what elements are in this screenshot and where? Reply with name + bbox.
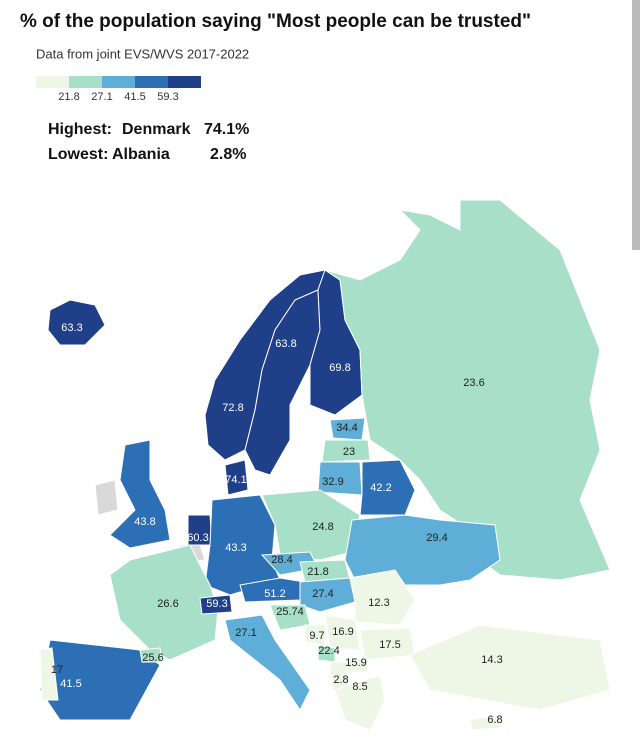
region [334,674,386,731]
region [224,614,311,711]
value-label: 25.6 [142,652,163,664]
value-label: 27.1 [235,627,256,639]
value-label: 14.3 [481,654,502,666]
region [39,647,59,701]
highlight-label: Highest: [48,121,112,138]
region [261,489,361,561]
region [344,514,501,586]
region [109,439,171,549]
region [139,647,163,663]
value-label: 29.4 [426,532,447,544]
legend: 21.8 27.1 41.5 59.3 [36,76,201,103]
title: % of the population saying "Most people … [20,11,531,32]
value-label: 51.2 [264,588,285,600]
value-label: 43.3 [225,542,246,554]
value-label: 15.9 [345,657,366,669]
highlight-country: Albania [112,146,170,163]
highlight-value: 74.1% [204,121,249,138]
value-label: 23 [343,446,355,458]
region [324,614,361,651]
value-label: 60.3 [187,532,208,544]
region [109,544,219,661]
legend-tick-label: 41.5 [124,91,145,103]
value-label: 63.3 [61,322,82,334]
region [244,289,321,476]
value-label: 27.4 [312,588,333,600]
value-label: 26.6 [157,598,178,610]
value-label: 42.2 [370,482,391,494]
highlight-country: Denmark [122,121,191,138]
region [47,299,106,346]
legend-swatch [36,76,69,88]
value-label: 23.6 [463,377,484,389]
value-labels: 63.3 72.8 63.8 69.8 23.6 34.4 23 32.9 42.2 74.1 43… [51,322,503,726]
value-label: 69.8 [329,362,350,374]
value-label: 63.8 [275,338,296,350]
legend-tick-label: 27.1 [91,91,112,103]
region [224,459,249,496]
legend-swatch [102,76,135,88]
region [321,439,371,463]
legend-tick-label: 59.3 [157,91,178,103]
value-label: 72.8 [222,402,243,414]
value-label: 12.3 [368,597,389,609]
value-label: 21.8 [307,566,328,578]
legend-tick-label: 21.8 [58,91,79,103]
value-label: 2.8 [333,674,348,686]
value-label: 32.9 [322,476,343,488]
value-label: 41.5 [60,678,81,690]
region [409,624,611,711]
value-label: 43.8 [134,516,155,528]
value-label: 34.4 [336,422,357,434]
highlights: Highest: Denmark 74.1% Lowest: Albania 2.8% [48,121,249,163]
value-label: 8.5 [352,681,367,693]
no-data [94,479,119,516]
value-label: 74.1 [225,474,246,486]
highlight-label: Lowest: [48,146,108,163]
scrollbar [632,0,640,250]
region [349,569,416,626]
value-label: 22.4 [318,645,339,657]
value-label: 16.9 [332,626,353,638]
value-label: 28.4 [271,554,292,566]
value-label: 17 [51,664,63,676]
map [39,199,611,731]
region [324,199,611,581]
legend-swatch [69,76,102,88]
value-label: 25.74 [276,606,304,618]
region [299,577,356,613]
value-label: 6.8 [487,714,502,726]
highlight-value: 2.8% [210,146,246,163]
value-label: 24.8 [312,521,333,533]
region [304,624,326,646]
legend-swatch [168,76,201,88]
region [199,594,233,615]
region [469,714,501,731]
value-label: 59.3 [206,598,227,610]
value-label: 17.5 [379,639,400,651]
value-label: 9.7 [309,630,324,642]
legend-swatch [135,76,168,88]
subtitle: Data from joint EVS/WVS 2017-2022 [36,46,249,61]
